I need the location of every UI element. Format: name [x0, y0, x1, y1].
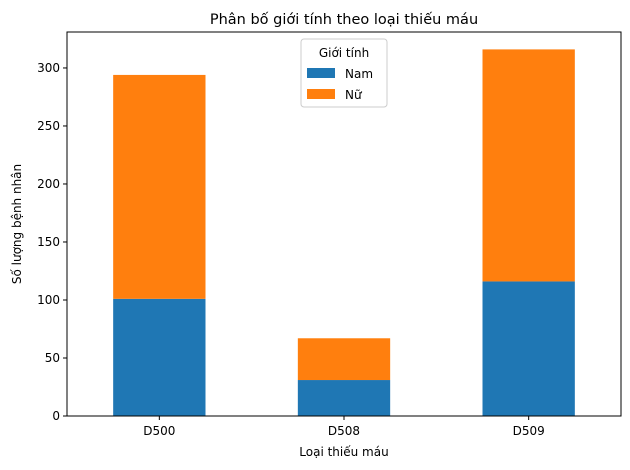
y-tick-label: 150	[37, 235, 60, 249]
legend-swatch-nam	[307, 68, 335, 78]
chart-title: Phân bố giới tính theo loại thiếu máu	[210, 11, 478, 28]
bar-d500-nu	[113, 74, 206, 299]
y-axis-label: Số lượng bệnh nhân	[10, 164, 24, 284]
x-tick-label: D508	[328, 424, 360, 438]
x-tick-label: D509	[513, 424, 545, 438]
bar-d509-nam	[482, 281, 575, 416]
bar-d508-nu	[297, 338, 391, 381]
y-tick-label: 100	[37, 293, 60, 307]
legend-title: Giới tính	[319, 46, 369, 60]
x-axis: D500 D508 D509	[143, 416, 545, 438]
y-axis: 0 50 100 150 200 250 300	[37, 61, 67, 423]
y-tick-label: 0	[52, 409, 60, 423]
y-tick-label: 250	[37, 119, 60, 133]
y-tick-label: 50	[45, 351, 60, 365]
legend: Giới tính Nam Nữ	[300, 38, 388, 108]
legend-label-nu: Nữ	[345, 88, 363, 102]
legend-swatch-nu	[307, 89, 335, 99]
y-tick-label: 200	[37, 177, 60, 191]
legend-label-nam: Nam	[345, 67, 373, 81]
x-tick-label: D500	[143, 424, 175, 438]
bar-d500-nam	[113, 298, 206, 416]
bar-d508-nam	[297, 380, 391, 416]
bar-d509-nu	[482, 49, 575, 282]
y-tick-label: 300	[37, 61, 60, 75]
bars-group	[113, 49, 575, 416]
x-axis-label: Loại thiếu máu	[299, 445, 388, 459]
